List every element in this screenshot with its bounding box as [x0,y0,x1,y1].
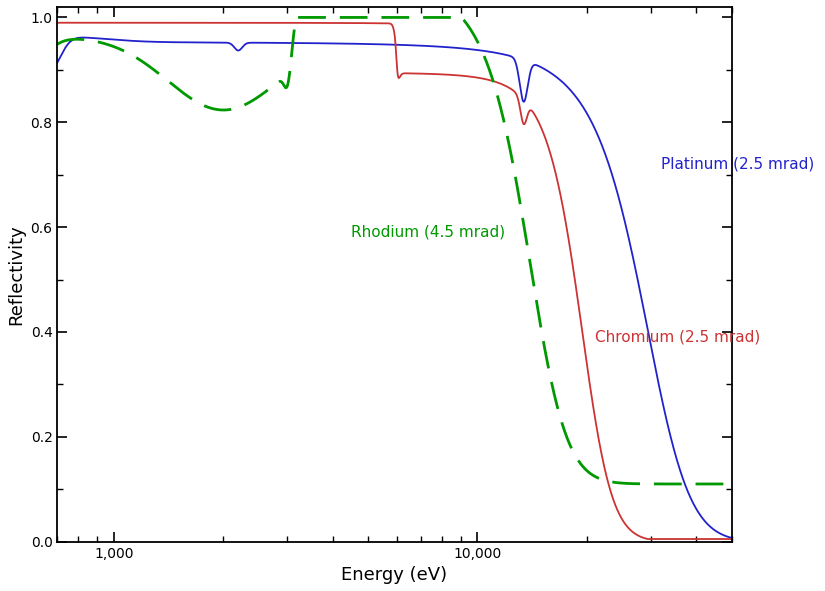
Text: Platinum (2.5 mrad): Platinum (2.5 mrad) [661,157,814,172]
X-axis label: Energy (eV): Energy (eV) [342,566,448,584]
Text: Rhodium (4.5 mrad): Rhodium (4.5 mrad) [351,225,506,240]
Y-axis label: Reflectivity: Reflectivity [7,224,25,324]
Text: Chromium (2.5 mrad): Chromium (2.5 mrad) [595,330,760,345]
